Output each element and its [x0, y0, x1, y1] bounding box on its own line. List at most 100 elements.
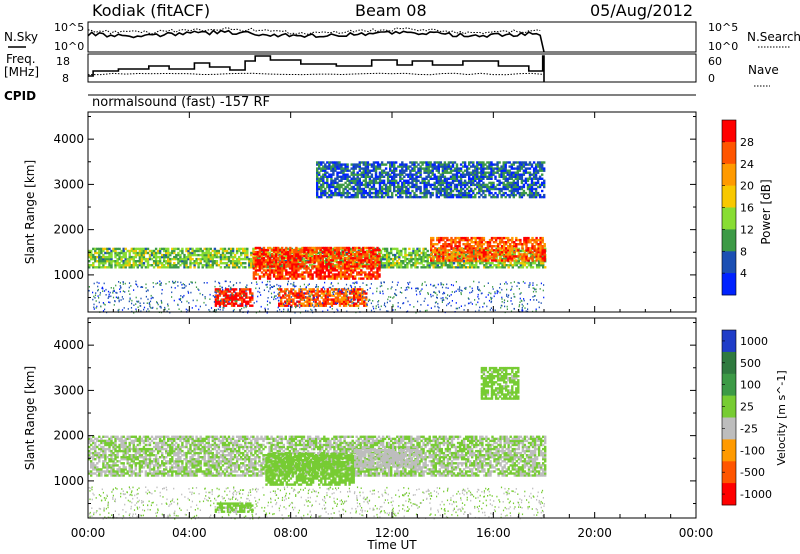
- data-cell: [289, 263, 292, 266]
- data-cell: [515, 262, 518, 265]
- data-cell: [305, 257, 308, 260]
- data-cell: [460, 266, 464, 269]
- data-cell: [340, 302, 344, 305]
- data-cell: [294, 294, 297, 297]
- data-cell: [379, 249, 383, 253]
- data-cell: [203, 253, 206, 257]
- data-cell: [439, 173, 442, 176]
- data-cell: [490, 249, 494, 252]
- data-cell: [445, 169, 449, 172]
- data-cell: [541, 253, 544, 256]
- data-cell: [241, 288, 244, 291]
- data-cell: [239, 296, 242, 299]
- data-cell: [455, 177, 459, 180]
- data-cell: [220, 300, 224, 303]
- data-cell: [317, 255, 320, 258]
- data-cell: [110, 255, 113, 259]
- data-cell: [357, 294, 360, 297]
- data-cell: [102, 253, 105, 257]
- data-cell: [539, 236, 542, 240]
- data-cell: [503, 243, 506, 246]
- data-cell: [213, 262, 217, 265]
- data-cell: [413, 193, 416, 197]
- data-cell: [247, 300, 250, 303]
- noise-point: [504, 305, 506, 308]
- data-cell: [453, 187, 457, 191]
- data-cell: [391, 175, 394, 178]
- data-cell: [395, 185, 398, 189]
- data-cell: [158, 257, 162, 261]
- data-cell: [283, 275, 286, 278]
- data-cell: [88, 264, 91, 267]
- data-cell: [419, 165, 422, 168]
- data-cell: [203, 264, 206, 267]
- data-cell: [537, 245, 540, 248]
- data-cell: [539, 253, 542, 256]
- data-cell: [505, 241, 508, 244]
- data-cell: [108, 247, 111, 251]
- data-cell: [134, 251, 137, 255]
- data-cell: [136, 251, 139, 255]
- data-cell: [509, 257, 512, 260]
- data-cell: [514, 175, 517, 178]
- data-cell: [486, 253, 490, 256]
- data-cell: [322, 290, 325, 293]
- noise-point: [533, 287, 535, 290]
- data-cell: [146, 262, 150, 265]
- data-cell: [285, 269, 288, 272]
- data-cell: [330, 300, 334, 303]
- data-cell: [378, 167, 382, 170]
- data-cell: [228, 290, 232, 293]
- data-cell: [110, 266, 113, 269]
- data-cell: [154, 262, 158, 265]
- data-cell: [415, 185, 418, 189]
- data-cell: [389, 195, 392, 199]
- data-cell: [342, 189, 345, 193]
- data-cell: [490, 161, 493, 164]
- data-cell: [341, 273, 345, 276]
- data-cell: [169, 260, 172, 263]
- data-cell: [243, 300, 246, 303]
- data-cell: [224, 288, 228, 291]
- data-cell: [325, 257, 328, 261]
- data-cell: [465, 253, 468, 257]
- data-cell: [352, 173, 355, 176]
- noise-point: [413, 306, 415, 308]
- data-cell: [272, 265, 276, 268]
- data-cell: [518, 193, 522, 197]
- search-tick-low: 10^0: [708, 40, 738, 53]
- data-cell: [401, 173, 404, 176]
- data-cell: [509, 253, 512, 256]
- data-cell: [340, 195, 343, 199]
- data-cell: [128, 255, 131, 259]
- data-cell: [408, 253, 411, 257]
- data-cell: [340, 288, 344, 291]
- data-cell: [275, 248, 278, 252]
- noise-point: [330, 286, 332, 289]
- data-cell: [322, 193, 325, 197]
- data-cell: [293, 271, 296, 274]
- data-cell: [362, 167, 365, 170]
- data-cell: [378, 179, 382, 182]
- data-cell: [529, 266, 533, 269]
- data-cell: [326, 302, 329, 305]
- data-cell: [517, 243, 520, 246]
- data-cell: [498, 253, 502, 256]
- data-cell: [512, 181, 515, 185]
- data-cell: [463, 165, 467, 168]
- data-cell: [301, 263, 304, 266]
- data-cell: [317, 267, 320, 270]
- data-cell: [470, 165, 473, 168]
- data-cell: [384, 183, 388, 187]
- data-cell: [504, 177, 507, 180]
- data-cell: [368, 246, 371, 250]
- data-cell: [519, 257, 522, 260]
- data-cell: [536, 171, 540, 174]
- data-cell: [531, 238, 534, 242]
- data-cell: [509, 255, 512, 258]
- data-cell: [118, 255, 121, 259]
- data-cell: [364, 195, 367, 199]
- data-cell: [336, 165, 339, 168]
- data-cell: [336, 191, 339, 195]
- data-cell: [189, 247, 192, 251]
